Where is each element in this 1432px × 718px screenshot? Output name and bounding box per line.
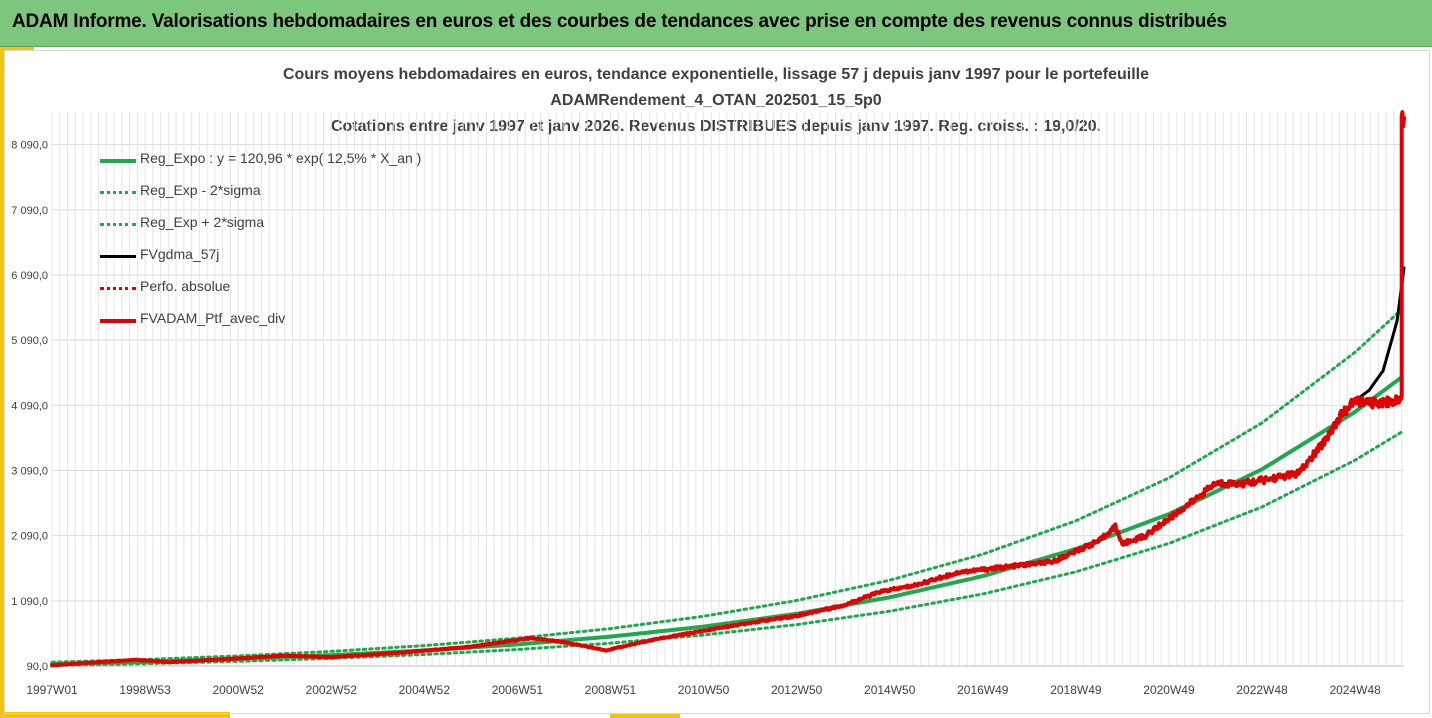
x-tick-label: 2006W51 <box>492 683 544 697</box>
x-tick-label: 2002W52 <box>306 683 358 697</box>
chart-title-line-3: Cotations entre janv 1997 et janv 2026. … <box>330 118 1102 135</box>
legend-swatch-fvgdma <box>100 255 136 258</box>
x-tick-label: 2010W50 <box>678 683 730 697</box>
y-tick-label: 90,0 <box>27 661 48 673</box>
legend-label-perfo-absolue: Perfo. absolue <box>140 278 231 294</box>
legend-label-fvadam-ptf: FVADAM_Ptf_avec_div <box>140 310 286 326</box>
accent-bar-bottom <box>0 712 230 718</box>
chart-title-line-1: Cours moyens hebdomadaires en euros, ten… <box>282 66 1150 83</box>
series-reg-exp-minus <box>50 430 1404 667</box>
x-tick-label: 2000W52 <box>212 683 264 697</box>
y-tick-label: 2 090,0 <box>11 531 48 543</box>
series-perfo-absolue <box>50 116 1406 667</box>
chart-title-line-2: ADAMRendement_4_OTAN_202501_15_5p0 <box>550 92 882 109</box>
accent-bar-bottom-right <box>610 714 680 718</box>
legend-swatch-reg-exp-plus <box>100 223 136 226</box>
legend-swatch-reg-expo <box>100 159 136 163</box>
legend-swatch-reg-exp-minus <box>100 191 136 194</box>
y-tick-label: 7 090,0 <box>11 205 48 217</box>
y-tick-label: 1 090,0 <box>11 596 48 608</box>
x-tick-label: 2004W52 <box>399 683 451 697</box>
legend-label-reg-expo: Reg_Expo : y = 120,96 * exp( 12,5% * X_a… <box>140 150 422 166</box>
legend-label-reg-exp-minus: Reg_Exp - 2*sigma <box>140 182 261 198</box>
accent-bar-left <box>0 47 5 718</box>
x-tick-label: 2008W51 <box>585 683 637 697</box>
x-tick-label: 2024W48 <box>1329 683 1381 697</box>
chart-frame <box>4 50 1430 714</box>
y-tick-label: 4 090,0 <box>11 400 48 412</box>
legend-swatch-fvadam-ptf <box>100 319 136 323</box>
series-fvgdma <box>50 266 1406 667</box>
y-tick-label: 3 090,0 <box>11 465 48 477</box>
series-reg-exp-plus <box>50 308 1404 664</box>
x-tick-label: 1997W01 <box>26 683 78 697</box>
legend-label-reg-exp-plus: Reg_Exp + 2*sigma <box>140 214 265 230</box>
y-tick-label: 8 090,0 <box>11 140 48 152</box>
series-fvadam-ptf <box>50 110 1406 668</box>
y-tick-label: 5 090,0 <box>11 335 48 347</box>
banner-title: ADAM Informe. Valorisations hebdomadaire… <box>12 11 1227 32</box>
x-tick-label: 2018W49 <box>1050 683 1102 697</box>
x-tick-label: 2012W50 <box>771 683 823 697</box>
x-tick-label: 2020W49 <box>1143 683 1195 697</box>
x-tick-label: 2014W50 <box>864 683 916 697</box>
x-tick-label: 2022W48 <box>1236 683 1288 697</box>
x-tick-label: 1998W53 <box>119 683 171 697</box>
legend-swatch-perfo-absolue <box>100 287 136 290</box>
legend-label-fvgdma: FVgdma_57j <box>140 246 220 262</box>
header-banner: ADAM Informe. Valorisations hebdomadaire… <box>0 0 1432 47</box>
accent-bar-top <box>0 47 34 51</box>
y-tick-label: 6 090,0 <box>11 270 48 282</box>
x-tick-label: 2016W49 <box>957 683 1009 697</box>
